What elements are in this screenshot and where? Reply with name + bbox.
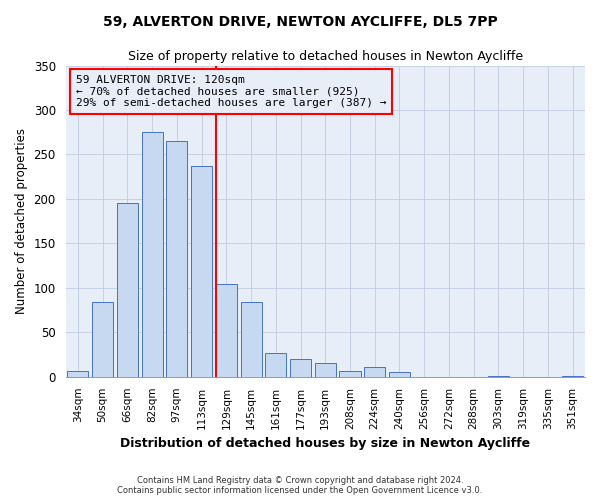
Bar xyxy=(92,302,113,377)
Bar xyxy=(142,132,163,377)
Bar xyxy=(389,372,410,377)
Bar xyxy=(241,302,262,377)
Bar xyxy=(265,353,286,377)
Y-axis label: Number of detached properties: Number of detached properties xyxy=(15,128,28,314)
Bar xyxy=(216,284,237,377)
Bar xyxy=(67,372,88,377)
Text: 59 ALVERTON DRIVE: 120sqm
← 70% of detached houses are smaller (925)
29% of semi: 59 ALVERTON DRIVE: 120sqm ← 70% of detac… xyxy=(76,75,386,108)
Bar xyxy=(315,364,336,377)
Bar xyxy=(117,202,138,377)
Bar xyxy=(166,141,187,377)
Text: Contains HM Land Registry data © Crown copyright and database right 2024.
Contai: Contains HM Land Registry data © Crown c… xyxy=(118,476,482,495)
Text: 59, ALVERTON DRIVE, NEWTON AYCLIFFE, DL5 7PP: 59, ALVERTON DRIVE, NEWTON AYCLIFFE, DL5… xyxy=(103,15,497,29)
Bar xyxy=(290,359,311,377)
Title: Size of property relative to detached houses in Newton Aycliffe: Size of property relative to detached ho… xyxy=(128,50,523,63)
Bar xyxy=(364,367,385,377)
X-axis label: Distribution of detached houses by size in Newton Aycliffe: Distribution of detached houses by size … xyxy=(120,437,530,450)
Bar xyxy=(340,370,361,377)
Bar xyxy=(562,376,583,377)
Bar xyxy=(191,166,212,377)
Bar xyxy=(488,376,509,377)
